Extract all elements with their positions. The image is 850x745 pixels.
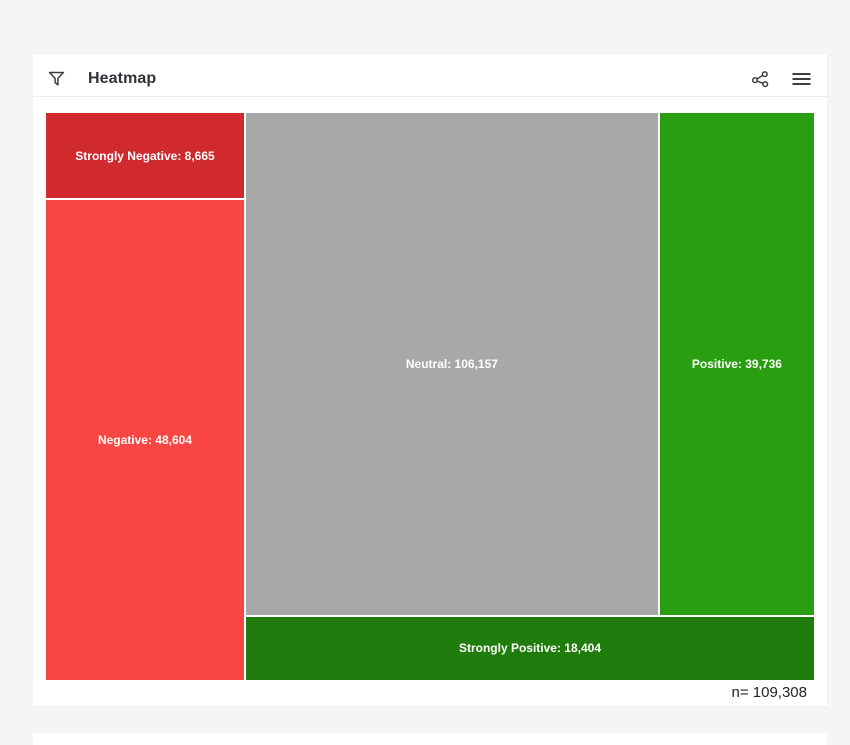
- share-button[interactable]: [751, 70, 770, 89]
- filter-button[interactable]: [48, 71, 65, 87]
- heatmap-widget-card: Heatmap: [33, 54, 827, 706]
- widget-title: Heatmap: [88, 70, 157, 87]
- hamburger-menu-icon: [792, 72, 811, 86]
- treemap-left-column: Strongly Negative: 8,665 Negative: 48,60…: [46, 113, 244, 680]
- total-n-label: n= 109,308: [731, 684, 808, 701]
- treemap-right-top-row: Neutral: 106,157 Positive: 39,736: [245, 113, 814, 615]
- tile-positive[interactable]: Positive: 39,736: [659, 113, 814, 615]
- tile-strongly-negative[interactable]: Strongly Negative: 8,665: [46, 113, 244, 199]
- tile-strongly-negative-label: Strongly Negative: 8,665: [75, 148, 215, 163]
- funnel-icon: [48, 71, 65, 87]
- tile-negative[interactable]: Negative: 48,604: [46, 200, 244, 680]
- widget-header: Heatmap: [33, 54, 827, 97]
- sentiment-treemap: Strongly Negative: 8,665 Negative: 48,60…: [46, 113, 814, 680]
- tile-negative-label: Negative: 48,604: [97, 433, 193, 448]
- tile-positive-label: Positive: 39,736: [691, 356, 782, 371]
- tile-strongly-positive-label: Strongly Positive: 18,404: [458, 641, 602, 656]
- tile-strongly-positive[interactable]: Strongly Positive: 18,404: [245, 616, 814, 680]
- tile-neutral[interactable]: Neutral: 106,157: [245, 113, 658, 615]
- widget-footer: n= 109,308: [33, 680, 827, 705]
- menu-button[interactable]: [792, 72, 811, 86]
- treemap-right-column: Neutral: 106,157 Positive: 39,736 Strong…: [245, 113, 814, 680]
- next-card-top-edge: [33, 733, 827, 745]
- tile-neutral-label: Neutral: 106,157: [405, 356, 498, 371]
- header-actions: [751, 70, 811, 89]
- share-icon: [751, 70, 770, 89]
